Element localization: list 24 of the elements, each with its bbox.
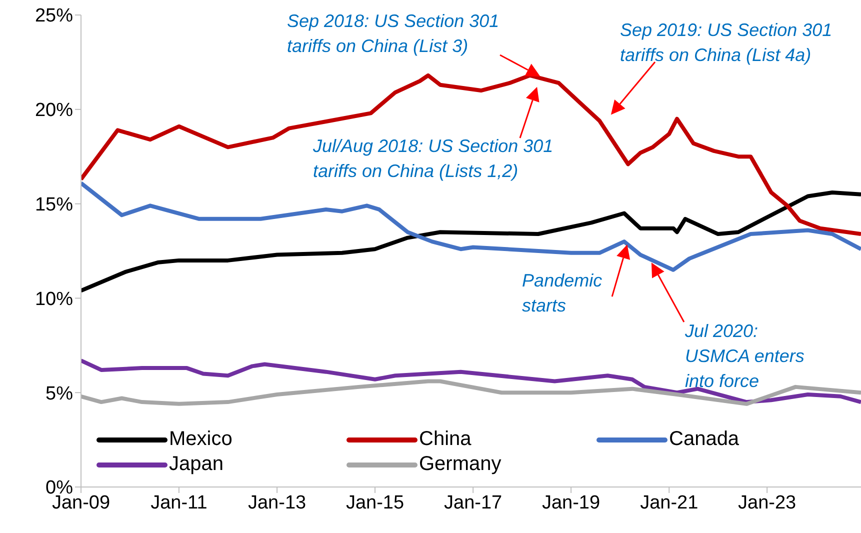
legend-label: Germany (419, 453, 502, 476)
annotation: Jul 2020: USMCA enters into force (684, 321, 804, 391)
line-series (81, 181, 861, 272)
y-tick-label: 10% (34, 288, 74, 310)
x-tick-label: Jan-13 (248, 492, 306, 514)
annotation: Pandemic starts (522, 270, 602, 316)
x-tick-label: Jan-19 (542, 492, 600, 514)
legend-label: China (419, 428, 472, 451)
y-tick-label: 25% (34, 6, 74, 27)
x-tick-label: Jan-23 (738, 492, 796, 514)
x-tick-label: Jan-11 (150, 492, 208, 514)
x-tick-label: Jan-15 (346, 492, 404, 514)
legend-label: Canada (669, 428, 740, 451)
legend-label: Japan (169, 453, 224, 476)
annotation: Sep 2019: US Section 301 tariffs on China (List 4a) (620, 20, 832, 65)
x-tick-label: Jan-21 (640, 492, 698, 514)
legend-label: Mexico (169, 428, 232, 451)
annotation: Jul/Aug 2018: US Section 301 tariffs on China (Lists 1,2) (312, 136, 554, 181)
y-tick-label: 5% (46, 383, 74, 404)
y-tick-label: 20% (34, 100, 74, 122)
line-series (81, 190, 861, 293)
x-tick-label: Jan-17 (444, 492, 502, 514)
y-tick-label: 15% (34, 194, 74, 216)
annotation: Sep 2018: US Section 301 tariffs on China (List 3) (287, 11, 500, 56)
